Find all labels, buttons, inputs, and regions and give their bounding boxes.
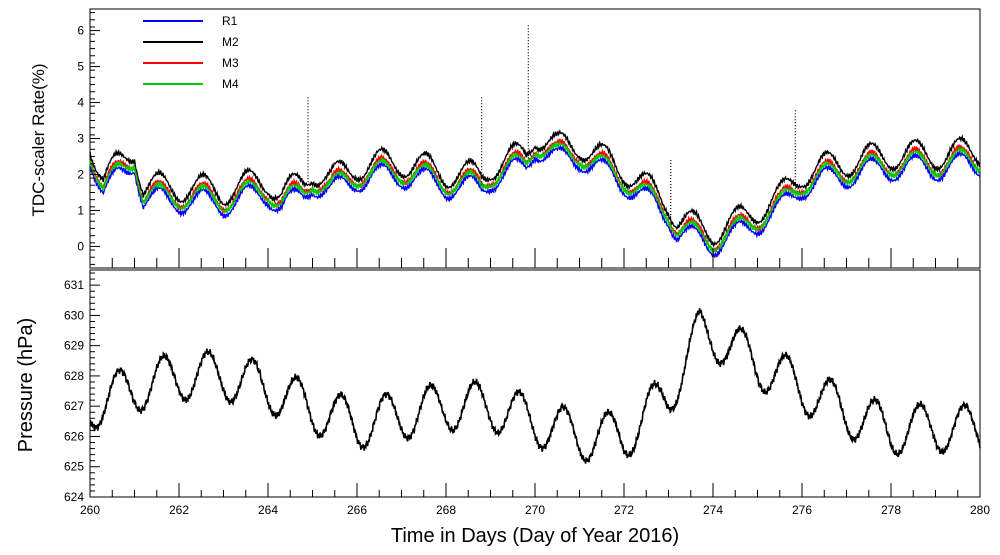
- pressure-y-tick-label: 625: [64, 460, 84, 474]
- rate-panel: 0 1 2 3 4 5 6 TDC-scaler Rate(%) R1 M2 M3 M4: [29, 8, 981, 269]
- rate-series-m4: [89, 141, 981, 254]
- x-tick-label: 278: [881, 503, 901, 517]
- pressure-y-tick-label: 627: [64, 399, 84, 413]
- legend-label-m3: M3: [222, 56, 239, 70]
- rate-series-m3: [89, 138, 981, 253]
- x-tick-label: 270: [525, 503, 545, 517]
- x-tick-label: 268: [436, 503, 456, 517]
- x-axis-title: Time in Days (Day of Year 2016): [391, 525, 679, 547]
- rate-y-tick-label: 4: [77, 96, 84, 110]
- rate-y-tick-label: 0: [77, 239, 84, 253]
- rate-y-tick-label: 6: [77, 24, 84, 38]
- x-tick-label: 266: [347, 503, 367, 517]
- pressure-panel: 624 625 626 627 628 629 630 631 260 262 264 266 268 2…: [15, 269, 990, 547]
- rate-y-tick-label: 2: [77, 167, 84, 181]
- rate-y-tick-label: 5: [77, 60, 84, 74]
- legend: R1 M2 M3 M4: [143, 14, 239, 91]
- x-tick-label: 274: [703, 503, 723, 517]
- pressure-y-tick-label: 631: [64, 278, 84, 292]
- rate-series-r1: [89, 144, 981, 258]
- pressure-y-tick-label: 624: [64, 490, 84, 504]
- rate-ticks: 0 1 2 3 4 5 6: [77, 12, 981, 268]
- x-tick-label: 264: [258, 503, 278, 517]
- rate-y-tick-label: 3: [77, 132, 84, 146]
- pressure-series-group: [89, 308, 981, 464]
- pressure-y-tick-label: 629: [64, 339, 84, 353]
- rate-series-group: [89, 23, 981, 258]
- x-tick-label: 260: [80, 503, 100, 517]
- x-tick-label: 262: [169, 503, 189, 517]
- rate-y-axis-title: TDC-scaler Rate(%): [29, 63, 48, 216]
- pressure-y-tick-label: 628: [64, 369, 84, 383]
- pressure-y-tick-label: 626: [64, 429, 84, 443]
- legend-label-r1: R1: [222, 14, 238, 28]
- x-tick-label: 276: [792, 503, 812, 517]
- x-tick-label: 272: [614, 503, 634, 517]
- rate-y-tick-label: 1: [77, 203, 84, 217]
- pressure-ticks: 624 625 626 627 628 629 630 631 260 262 264 266 268 2…: [64, 272, 990, 517]
- pressure-y-tick-label: 630: [64, 308, 84, 322]
- legend-label-m2: M2: [222, 35, 239, 49]
- pressure-series: [89, 308, 981, 464]
- rate-series-m2: [89, 129, 981, 248]
- pressure-plot-frame: [89, 269, 981, 498]
- pressure-y-axis-title: Pressure (hPa): [15, 318, 37, 453]
- x-tick-label: 280: [970, 503, 990, 517]
- legend-label-m4: M4: [222, 77, 239, 91]
